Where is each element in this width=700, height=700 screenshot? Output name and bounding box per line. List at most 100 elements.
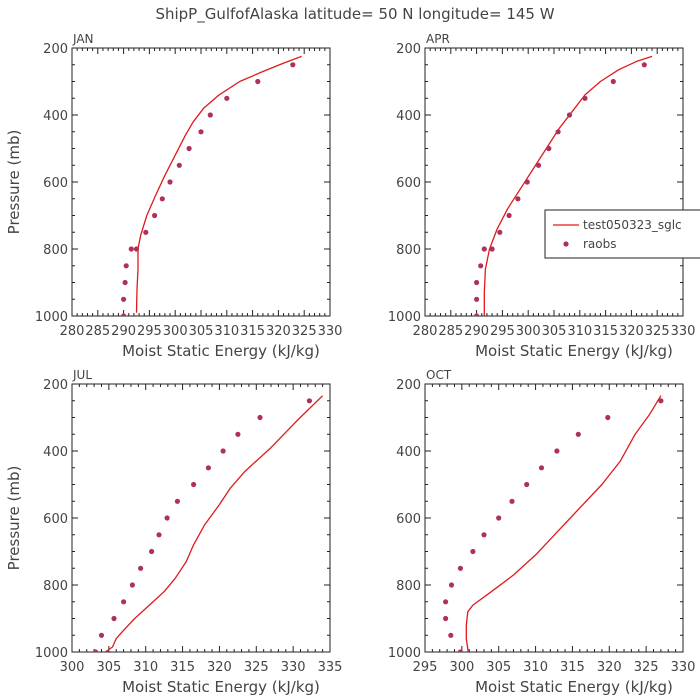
x-tick-label: 325	[292, 324, 317, 339]
obs-point	[207, 112, 213, 118]
x-tick-label: 330	[281, 660, 306, 675]
x-tick-label: 300	[163, 324, 188, 339]
legend-obs-swatch	[563, 241, 569, 247]
obs-point	[111, 615, 117, 622]
obs-point	[610, 78, 616, 85]
x-tick-label: 285	[438, 324, 463, 339]
obs-point	[128, 246, 134, 252]
obs-point	[121, 296, 127, 302]
y-tick-label: 600	[396, 512, 421, 527]
model-series-line	[135, 55, 302, 313]
plot-area	[443, 395, 664, 652]
y-tick-label: 400	[43, 445, 68, 460]
obs-point	[497, 229, 503, 235]
obs-point	[176, 162, 182, 168]
obs-point	[555, 129, 561, 135]
obs-point	[198, 129, 204, 135]
x-tick-label: 315	[170, 660, 195, 675]
x-tick-label: 305	[96, 660, 121, 675]
x-tick-label: 320	[619, 324, 644, 339]
x-tick-label: 320	[207, 660, 232, 675]
x-tick-label: 305	[486, 660, 511, 675]
model-series-line	[104, 395, 324, 652]
y-tick-label: 600	[43, 512, 68, 527]
x-tick-label: 315	[240, 324, 265, 339]
obs-point	[582, 95, 588, 101]
obs-point	[457, 649, 463, 652]
x-tick-label: 325	[645, 324, 670, 339]
obs-point	[93, 649, 99, 652]
plot-area	[93, 395, 324, 652]
x-tick-label: 325	[244, 660, 269, 675]
obs-point	[474, 279, 480, 286]
x-tick-label: 320	[266, 324, 291, 339]
obs-point	[133, 246, 140, 252]
obs-point	[481, 532, 487, 538]
y-axis-label: Pressure (mb)	[5, 466, 23, 571]
x-tick-label: 335	[318, 660, 343, 675]
obs-point	[306, 398, 312, 404]
panel-label: JAN	[72, 32, 94, 46]
legend-obs-label: raobs	[583, 237, 617, 251]
plot-frame	[71, 47, 331, 317]
x-tick-label: 330	[318, 324, 343, 339]
x-axis-label: Moist Static Energy (kJ/kg)	[122, 678, 320, 696]
model-series-line	[483, 55, 653, 316]
x-tick-label: 300	[60, 660, 85, 675]
y-tick-label: 800	[396, 579, 421, 594]
panel-jan: JAN 280 285 290 295 300 305 310 315 320 325 330 200 4…	[5, 32, 342, 360]
obs-point	[554, 448, 560, 454]
y-tick-label: 400	[43, 109, 68, 124]
y-tick-label: 800	[43, 579, 68, 594]
obs-point	[474, 313, 480, 316]
x-tick-label: 330	[671, 324, 696, 339]
obs-point	[538, 465, 545, 471]
obs-point	[186, 145, 192, 152]
x-tick-label: 300	[516, 324, 541, 339]
x-tick-label: 315	[560, 660, 585, 675]
obs-point	[524, 481, 530, 488]
x-tick-label: 320	[597, 660, 622, 675]
obs-point	[220, 448, 226, 454]
obs-point	[566, 112, 573, 118]
y-tick-label: 1000	[35, 310, 68, 325]
obs-point	[575, 431, 581, 437]
obs-point	[515, 196, 521, 202]
y-axis-label: Pressure (mb)	[5, 130, 23, 235]
obs-point	[121, 313, 127, 316]
y-tick-label: 400	[396, 109, 421, 124]
obs-point	[605, 414, 611, 421]
obs-point	[658, 398, 664, 404]
x-tick-label: 295	[490, 324, 515, 339]
obs-point	[448, 582, 455, 588]
obs-point	[641, 62, 647, 68]
y-tick-label: 600	[396, 176, 421, 191]
obs-point	[224, 95, 230, 101]
obs-point	[123, 263, 129, 269]
obs-point	[122, 279, 128, 286]
plot-frame	[71, 383, 331, 653]
x-axis-label: Moist Static Energy (kJ/kg)	[122, 342, 320, 360]
obs-point	[509, 498, 515, 504]
x-tick-label: 290	[111, 324, 136, 339]
plot-frame	[424, 47, 684, 317]
plot-frame	[424, 383, 684, 653]
legend-box	[544, 209, 700, 259]
x-tick-label: 280	[413, 324, 438, 339]
y-tick-label: 1000	[388, 310, 421, 325]
y-tick-label: 800	[43, 243, 68, 258]
obs-point	[535, 162, 542, 168]
x-tick-label: 305	[189, 324, 214, 339]
obs-point	[205, 465, 211, 471]
obs-point	[129, 582, 135, 588]
x-tick-label: 330	[671, 660, 696, 675]
y-tick-label: 200	[43, 42, 68, 57]
x-axis-label: Moist Static Energy (kJ/kg)	[475, 342, 673, 360]
panel-oct: OCT 295 300 305 310 315 320 325 330 200 400 600 800 1…	[388, 368, 696, 696]
x-tick-label: 300	[449, 660, 474, 675]
obs-point	[149, 548, 155, 555]
obs-point	[98, 632, 105, 638]
